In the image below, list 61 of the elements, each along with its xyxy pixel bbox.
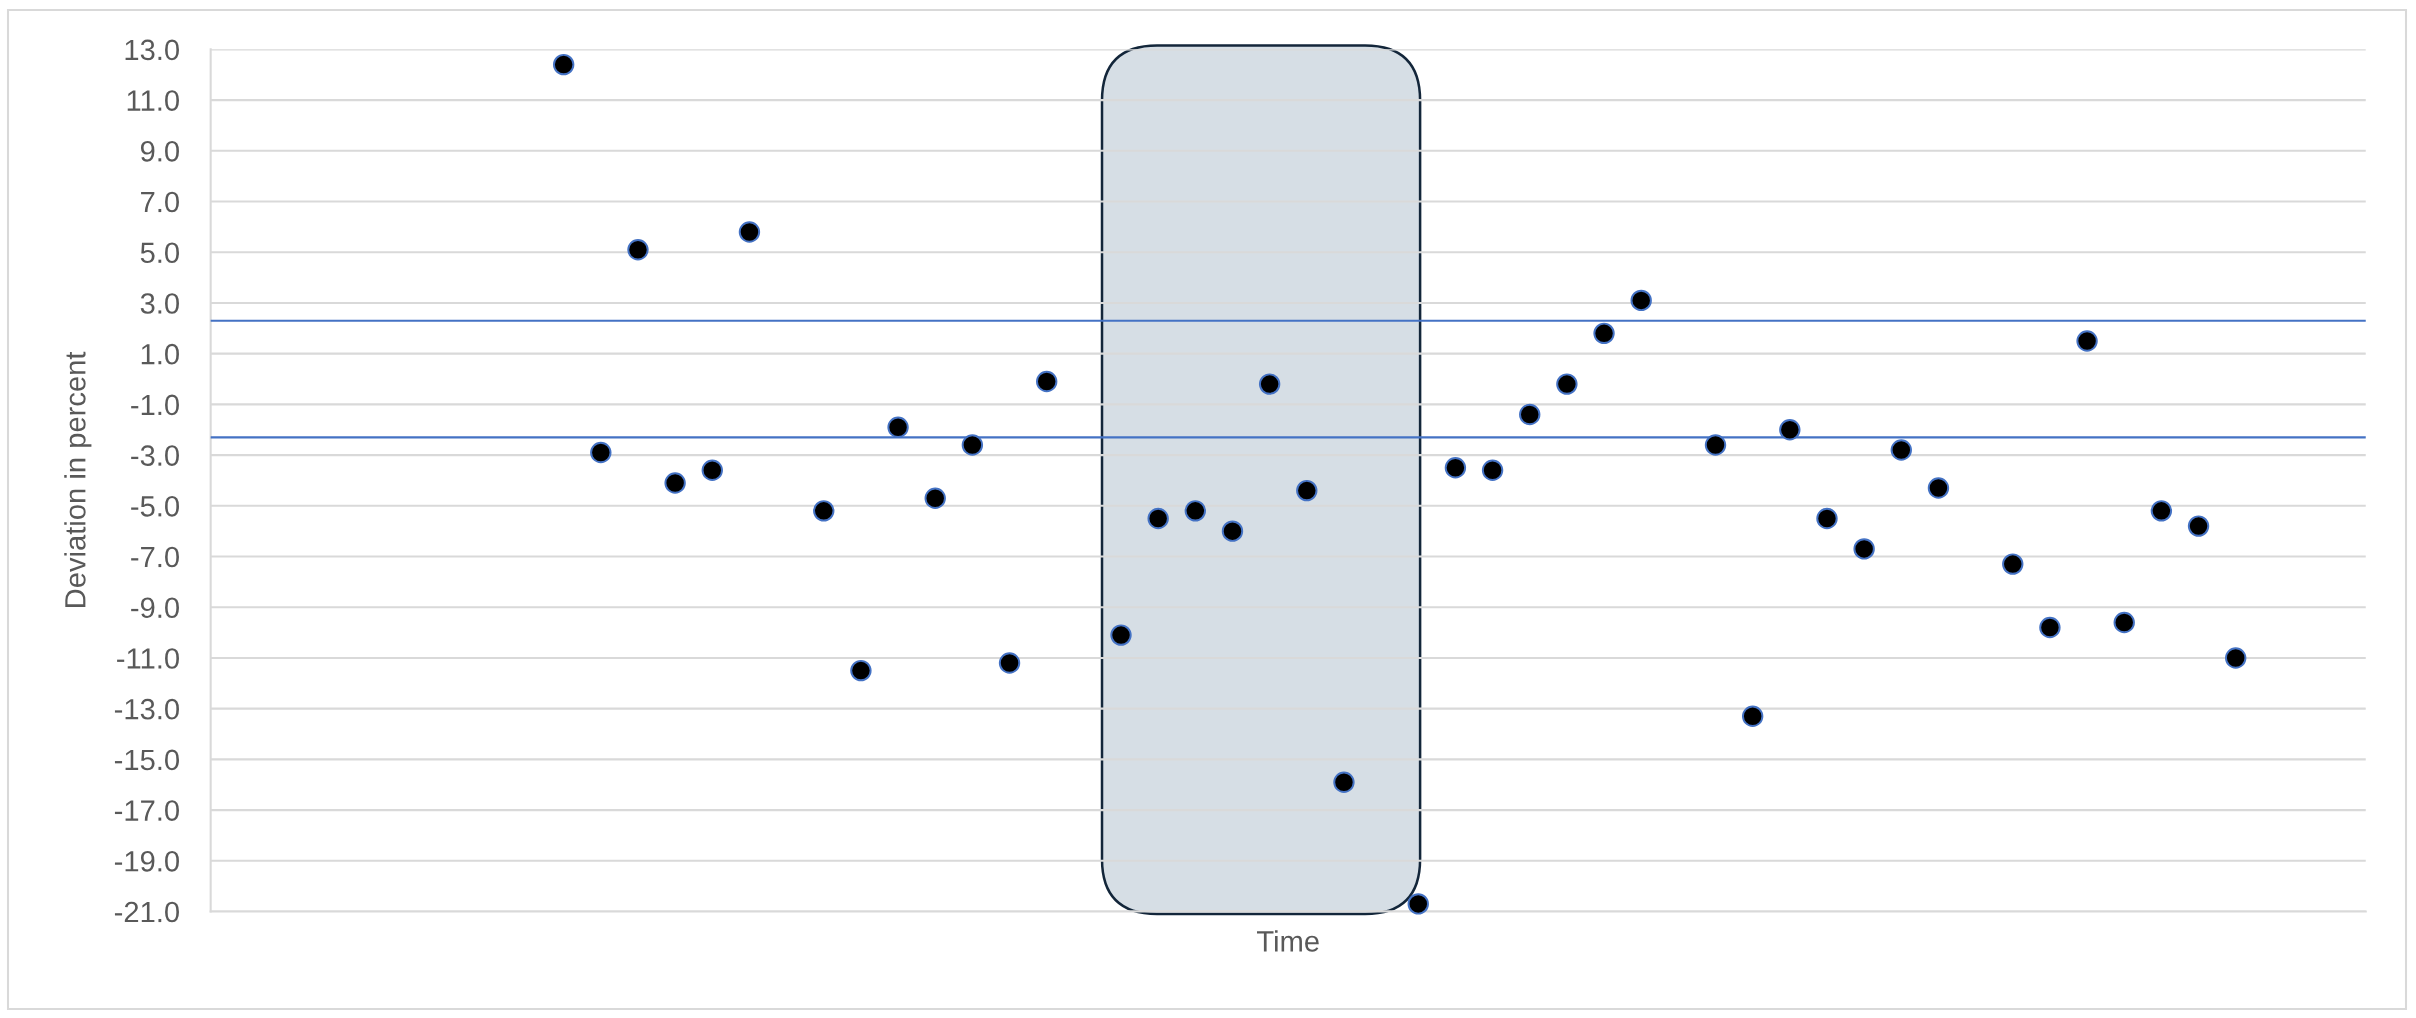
y-tick-label: -1.0: [131, 394, 179, 416]
point: [627, 239, 649, 261]
point: [1519, 403, 1541, 426]
point: [2076, 330, 2098, 352]
x-axis-title: Time: [1257, 930, 1319, 952]
point: [1258, 373, 1281, 395]
point: [1481, 459, 1504, 481]
point: [1147, 507, 1169, 530]
y-tick-label: 9.0: [140, 141, 179, 162]
y-tick-label: -9.0: [131, 597, 179, 619]
point: [1110, 624, 1132, 646]
point: [1741, 705, 1764, 727]
y-axis-title: Deviation in percent: [64, 351, 92, 607]
point: [1704, 434, 1727, 456]
point: [664, 472, 686, 494]
point: [1407, 893, 1429, 915]
point: [924, 487, 946, 509]
point: [1593, 322, 1615, 345]
point: [552, 53, 575, 76]
y-tick-label: -17.0: [114, 800, 179, 821]
point: [1184, 500, 1207, 522]
point: [1444, 457, 1467, 479]
point: [2002, 553, 2024, 575]
point: [1853, 538, 1875, 560]
point: [2150, 500, 2173, 522]
y-tick-label: 3.0: [140, 293, 179, 314]
point: [1890, 439, 1912, 461]
point: [2187, 515, 2210, 537]
y-tick-label: -19.0: [114, 851, 179, 872]
point: [813, 500, 835, 522]
y-tick-label: -13.0: [114, 698, 179, 720]
y-tick-label: 7.0: [141, 191, 179, 213]
point: [738, 221, 761, 243]
point: [887, 416, 909, 438]
point: [1221, 520, 1244, 542]
point: [1333, 771, 1355, 793]
point: [1816, 507, 1838, 530]
y-tick-label: 1.0: [141, 343, 179, 365]
y-tick-label: -3.0: [131, 445, 179, 466]
y-tick-label: -5.0: [131, 496, 179, 517]
y-tick-label: -15.0: [114, 749, 179, 771]
point: [1779, 419, 1801, 441]
point: [1927, 477, 1950, 499]
point: [1296, 479, 1318, 502]
y-tick-label: 13.0: [125, 39, 179, 61]
point: [850, 659, 872, 682]
y-tick-label: 5.0: [140, 242, 179, 264]
point: [1630, 289, 1652, 312]
y-tick-label: -11.0: [117, 648, 179, 669]
point: [998, 652, 1021, 674]
point: [701, 459, 723, 481]
point: [590, 441, 612, 464]
point: [1556, 373, 1578, 395]
y-tick-label: -7.0: [131, 546, 179, 568]
y-tick-label: -21.0: [114, 901, 179, 923]
point: [2225, 647, 2247, 669]
point: [2113, 611, 2135, 634]
y-tick-label: 11.0: [127, 90, 179, 111]
point: [2039, 616, 2061, 639]
point: [1036, 370, 1058, 393]
point: [961, 434, 984, 456]
